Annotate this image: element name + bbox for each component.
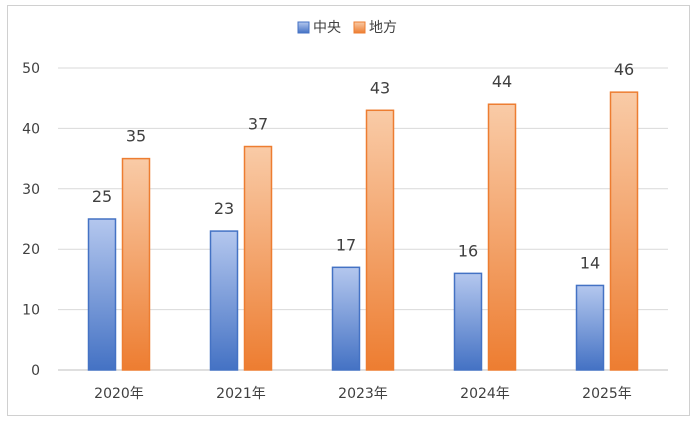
bar-local-1 bbox=[243, 145, 273, 371]
bar-local-4 bbox=[609, 91, 639, 371]
y-tick-label: 0 bbox=[31, 363, 40, 379]
legend-label: 地方 bbox=[369, 20, 397, 36]
y-tick-label: 20 bbox=[22, 242, 40, 258]
legend-swatch-local bbox=[353, 21, 366, 34]
bar-central-0 bbox=[87, 218, 117, 371]
data-label: 43 bbox=[370, 78, 390, 97]
legend-label: 中央 bbox=[313, 20, 341, 36]
x-tick-label: 2023年 bbox=[338, 386, 388, 402]
data-label: 35 bbox=[126, 127, 146, 146]
data-label: 37 bbox=[248, 115, 268, 134]
y-tick-label: 10 bbox=[22, 303, 40, 319]
bar-central-4 bbox=[575, 284, 605, 371]
legend: 中央 地方 bbox=[297, 20, 397, 36]
y-tick-label: 50 bbox=[22, 61, 40, 77]
bar-local-3 bbox=[487, 103, 517, 371]
data-label: 14 bbox=[580, 253, 600, 272]
axes: 0 10 20 30 40 50 2020年 2021年 2023年 2024年 2025年 bbox=[22, 61, 632, 402]
x-tick-label: 2024年 bbox=[460, 386, 510, 402]
data-label: 23 bbox=[214, 199, 234, 218]
gridlines bbox=[58, 67, 668, 371]
bars bbox=[87, 91, 639, 371]
y-tick-label: 30 bbox=[22, 182, 40, 198]
bar-central-3 bbox=[453, 272, 483, 371]
x-tick-label: 2020年 bbox=[94, 386, 144, 402]
data-label: 44 bbox=[492, 72, 512, 91]
x-tick-label: 2025年 bbox=[582, 386, 632, 402]
x-tick-label: 2021年 bbox=[216, 386, 266, 402]
bar-central-1 bbox=[209, 230, 239, 371]
legend-swatch-central bbox=[297, 21, 310, 34]
y-tick-label: 40 bbox=[22, 121, 40, 137]
data-label: 25 bbox=[92, 187, 112, 206]
data-label: 17 bbox=[336, 235, 356, 254]
data-label: 46 bbox=[614, 60, 634, 79]
data-label: 16 bbox=[458, 241, 478, 260]
bar-local-0 bbox=[121, 157, 151, 371]
bar-local-2 bbox=[365, 109, 395, 371]
data-labels: 25 35 23 37 17 43 16 44 14 46 bbox=[92, 60, 634, 272]
bar-central-2 bbox=[331, 266, 361, 371]
